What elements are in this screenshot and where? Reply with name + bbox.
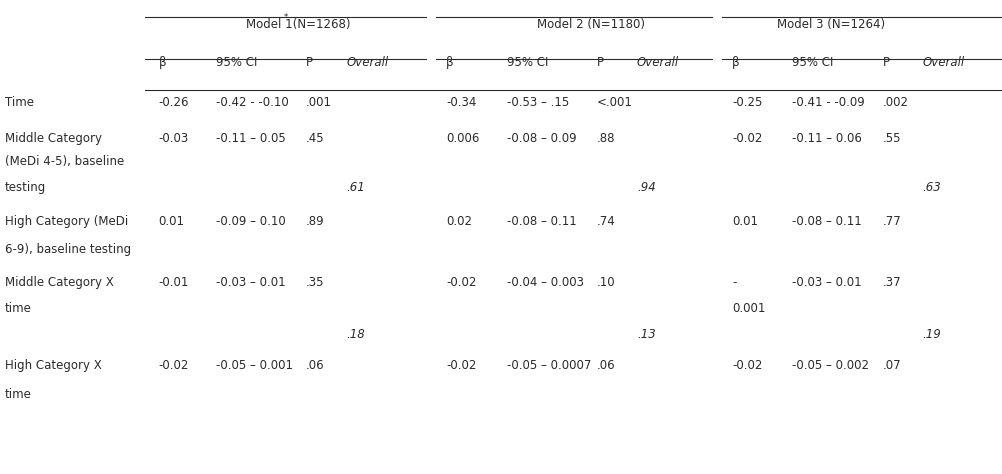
Text: -0.41 - -0.09: -0.41 - -0.09 (792, 96, 865, 109)
Text: .10: .10 (596, 276, 615, 289)
Text: Model 1: Model 1 (245, 18, 292, 31)
Text: Overall: Overall (636, 56, 678, 69)
Text: -0.25: -0.25 (731, 96, 762, 109)
Text: Model 2 (N=1180): Model 2 (N=1180) (536, 18, 644, 31)
Text: .001: .001 (306, 96, 332, 109)
Text: -: - (731, 276, 735, 289)
Text: .74: .74 (596, 215, 615, 228)
Text: -0.03 – 0.01: -0.03 – 0.01 (215, 276, 285, 289)
Text: <.001: <.001 (596, 96, 632, 109)
Text: -0.05 – 0.002: -0.05 – 0.002 (792, 359, 869, 372)
Text: .06: .06 (596, 359, 615, 372)
Text: -0.02: -0.02 (731, 132, 762, 145)
Text: -0.26: -0.26 (158, 96, 188, 109)
Text: -0.53 – .15: -0.53 – .15 (506, 96, 568, 109)
Text: (N=1268): (N=1268) (289, 18, 350, 31)
Text: .94: .94 (636, 182, 655, 194)
Text: .45: .45 (306, 132, 325, 145)
Text: time: time (5, 302, 32, 315)
Text: -0.02: -0.02 (158, 359, 188, 372)
Text: Time: Time (5, 96, 34, 109)
Text: .77: .77 (882, 215, 901, 228)
Text: Overall: Overall (346, 56, 388, 69)
Text: -0.34: -0.34 (446, 96, 476, 109)
Text: .18: .18 (346, 328, 365, 341)
Text: 95% CI: 95% CI (506, 56, 547, 69)
Text: -0.02: -0.02 (446, 276, 476, 289)
Text: Overall: Overall (922, 56, 964, 69)
Text: 95% CI: 95% CI (792, 56, 833, 69)
Text: -0.05 – 0.0007: -0.05 – 0.0007 (506, 359, 590, 372)
Text: High Category (MeDi: High Category (MeDi (5, 215, 128, 228)
Text: .89: .89 (306, 215, 325, 228)
Text: .88: .88 (596, 132, 614, 145)
Text: -0.08 – 0.11: -0.08 – 0.11 (792, 215, 862, 228)
Text: Model 3 (N=1264): Model 3 (N=1264) (777, 18, 885, 31)
Text: -0.08 – 0.09: -0.08 – 0.09 (506, 132, 575, 145)
Text: -0.04 – 0.003: -0.04 – 0.003 (506, 276, 583, 289)
Text: -0.42 - -0.10: -0.42 - -0.10 (215, 96, 289, 109)
Text: 0.006: 0.006 (446, 132, 479, 145)
Text: -0.05 – 0.001: -0.05 – 0.001 (215, 359, 293, 372)
Text: .61: .61 (346, 182, 365, 194)
Text: testing: testing (5, 182, 46, 194)
Text: 95% CI: 95% CI (215, 56, 257, 69)
Text: 0.02: 0.02 (446, 215, 472, 228)
Text: -0.02: -0.02 (446, 359, 476, 372)
Text: .63: .63 (922, 182, 941, 194)
Text: *: * (284, 13, 288, 22)
Text: Middle Category: Middle Category (5, 132, 102, 145)
Text: -0.08 – 0.11: -0.08 – 0.11 (506, 215, 576, 228)
Text: (MeDi 4-5), baseline: (MeDi 4-5), baseline (5, 155, 124, 168)
Text: -0.03: -0.03 (158, 132, 188, 145)
Text: -0.11 – 0.05: -0.11 – 0.05 (215, 132, 286, 145)
Text: .13: .13 (636, 328, 655, 341)
Text: .07: .07 (882, 359, 901, 372)
Text: .55: .55 (882, 132, 900, 145)
Text: -0.11 – 0.06: -0.11 – 0.06 (792, 132, 862, 145)
Text: β: β (158, 56, 166, 69)
Text: .06: .06 (306, 359, 325, 372)
Text: Middle Category X: Middle Category X (5, 276, 113, 289)
Text: β: β (731, 56, 739, 69)
Text: β: β (446, 56, 454, 69)
Text: P: P (596, 56, 603, 69)
Text: -0.01: -0.01 (158, 276, 188, 289)
Text: P: P (306, 56, 313, 69)
Text: -0.09 – 0.10: -0.09 – 0.10 (215, 215, 286, 228)
Text: 0.01: 0.01 (731, 215, 758, 228)
Text: .19: .19 (922, 328, 941, 341)
Text: 0.01: 0.01 (158, 215, 184, 228)
Text: .37: .37 (882, 276, 901, 289)
Text: time: time (5, 388, 32, 401)
Text: 6-9), baseline testing: 6-9), baseline testing (5, 243, 131, 256)
Text: 0.001: 0.001 (731, 302, 765, 315)
Text: .35: .35 (306, 276, 324, 289)
Text: High Category X: High Category X (5, 359, 101, 372)
Text: -0.02: -0.02 (731, 359, 762, 372)
Text: .002: .002 (882, 96, 908, 109)
Text: P: P (882, 56, 889, 69)
Text: -0.03 – 0.01: -0.03 – 0.01 (792, 276, 861, 289)
